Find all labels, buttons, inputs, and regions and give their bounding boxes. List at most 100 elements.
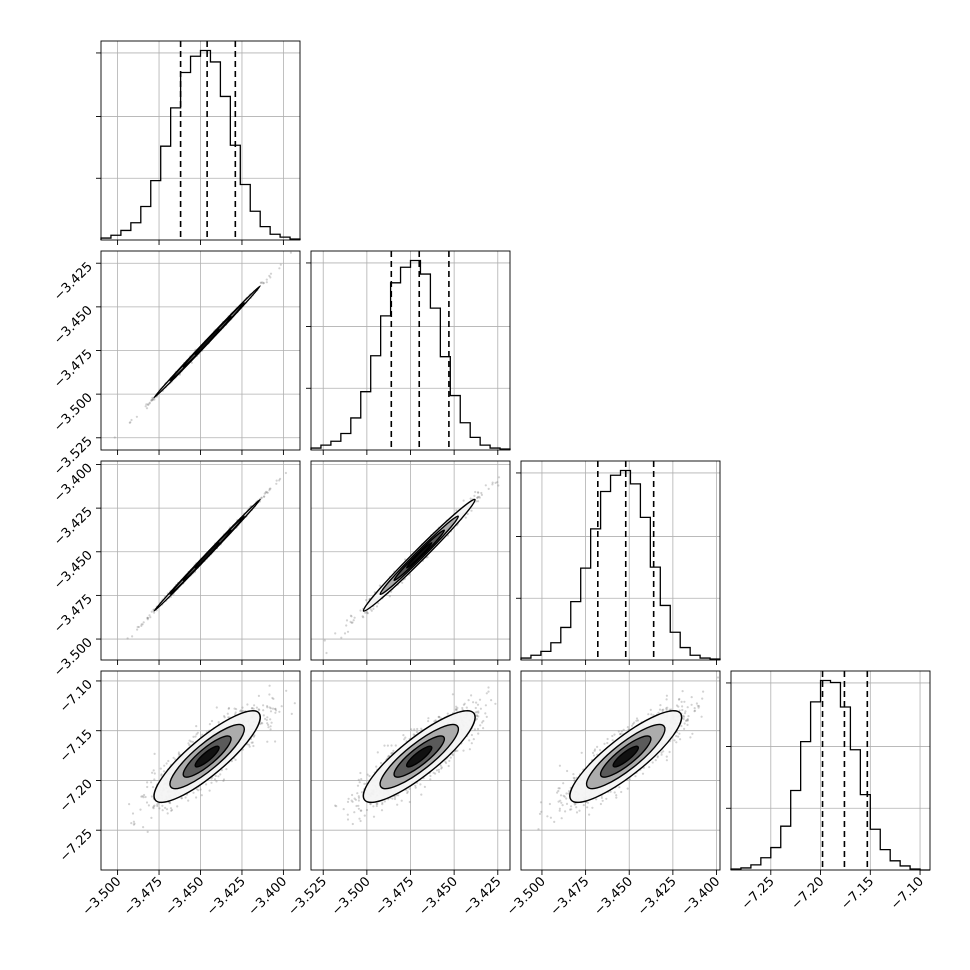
scatter-point	[192, 735, 195, 739]
scatter-point	[449, 756, 452, 759]
scatter-point	[265, 718, 268, 722]
scatter-point	[166, 812, 169, 815]
scatter-point	[139, 808, 142, 811]
scatter-point	[195, 725, 198, 728]
scatter-point	[265, 281, 268, 284]
scatter-point	[340, 636, 343, 639]
scatter-point	[151, 771, 154, 774]
scatter-point	[363, 814, 366, 817]
scatter-point	[351, 793, 354, 797]
scatter-point	[396, 803, 399, 806]
scatter-point	[137, 625, 140, 629]
scatter-point	[363, 782, 366, 786]
scatter-point	[352, 619, 355, 622]
scatter-point	[484, 704, 487, 707]
scatter-point	[269, 487, 272, 490]
scatter-point	[290, 712, 293, 716]
scatter-point	[271, 696, 274, 700]
scatter-point	[406, 790, 409, 793]
scatter-point	[263, 495, 266, 498]
scatter-point	[485, 715, 488, 719]
scatter-point	[150, 398, 153, 401]
scatter-point	[419, 783, 422, 786]
scatter-point	[432, 771, 435, 774]
scatter-point	[208, 789, 211, 792]
scatter-point	[346, 818, 350, 821]
scatter-point	[365, 808, 369, 812]
scatter-point	[473, 728, 476, 731]
scatter-point	[473, 494, 476, 497]
scatter-point	[266, 716, 269, 719]
scatter-point	[394, 744, 397, 747]
scatter-point	[474, 706, 477, 710]
scatter-point	[145, 407, 149, 410]
scatter-point	[226, 712, 229, 715]
scatter-point	[479, 724, 482, 727]
scatter-point	[279, 477, 282, 480]
scatter-point	[148, 614, 151, 617]
scatter-point	[278, 710, 281, 713]
scatter-point	[151, 786, 155, 789]
histogram-step-line	[310, 259, 511, 450]
scatter-point	[433, 720, 436, 723]
scatter-point	[266, 740, 269, 743]
scatter-point	[335, 805, 338, 808]
panel-frame	[520, 460, 721, 661]
scatter-point	[268, 693, 271, 696]
scatter-point	[401, 581, 404, 584]
histogram-panel-3	[726, 670, 931, 875]
scatter-point	[476, 496, 479, 499]
scatter-point	[391, 797, 394, 800]
scatter-point	[194, 735, 197, 738]
scatter-point	[357, 807, 360, 810]
scatter-point	[213, 778, 217, 781]
scatter-point	[402, 734, 405, 737]
scatter-point	[487, 487, 490, 490]
scatter-point	[494, 481, 497, 484]
scatter-point	[152, 398, 155, 401]
scatter-point	[147, 403, 150, 406]
scatter-point	[408, 800, 411, 804]
scatter-point	[284, 471, 287, 475]
scatter-point	[470, 509, 473, 512]
scatter-point	[375, 804, 378, 808]
scatter-point	[132, 823, 135, 826]
scatter-point	[467, 699, 470, 702]
scatter-point	[484, 484, 487, 487]
scatter-point	[150, 795, 153, 798]
scatter-point	[415, 730, 419, 734]
scatter-point	[214, 774, 217, 778]
scatter-point	[410, 728, 413, 731]
scatter-point	[342, 808, 345, 811]
scatter-point	[252, 744, 255, 748]
scatter-point	[476, 496, 479, 499]
scatter-point	[470, 733, 473, 737]
scatter-point	[477, 715, 480, 718]
scatter-point	[145, 403, 148, 406]
scatter-point	[268, 487, 271, 490]
panels-layer	[96, 40, 931, 875]
scatter-point	[397, 794, 400, 797]
scatter-point	[140, 795, 143, 798]
scatter-point	[364, 611, 367, 614]
scatter-point	[262, 495, 266, 498]
scatter-point	[136, 625, 139, 629]
scatter-point	[150, 816, 153, 820]
scatter-point	[146, 616, 149, 619]
scatter-point	[156, 804, 159, 808]
scatter-point	[285, 689, 288, 692]
scatter-panel-3-0	[96, 670, 301, 875]
scatter-point	[438, 716, 441, 719]
panel-frame	[730, 670, 931, 871]
scatter-point	[455, 509, 458, 512]
scatter-point	[487, 686, 490, 689]
scatter-point	[192, 791, 195, 794]
scatter-point	[346, 813, 349, 816]
scatter-point	[400, 799, 403, 802]
histogram-step-line	[100, 49, 301, 240]
scatter-point	[151, 396, 154, 399]
scatter-point	[447, 764, 450, 768]
scatter-point	[263, 492, 266, 495]
scatter-point	[472, 738, 475, 741]
scatter-point	[383, 744, 386, 747]
